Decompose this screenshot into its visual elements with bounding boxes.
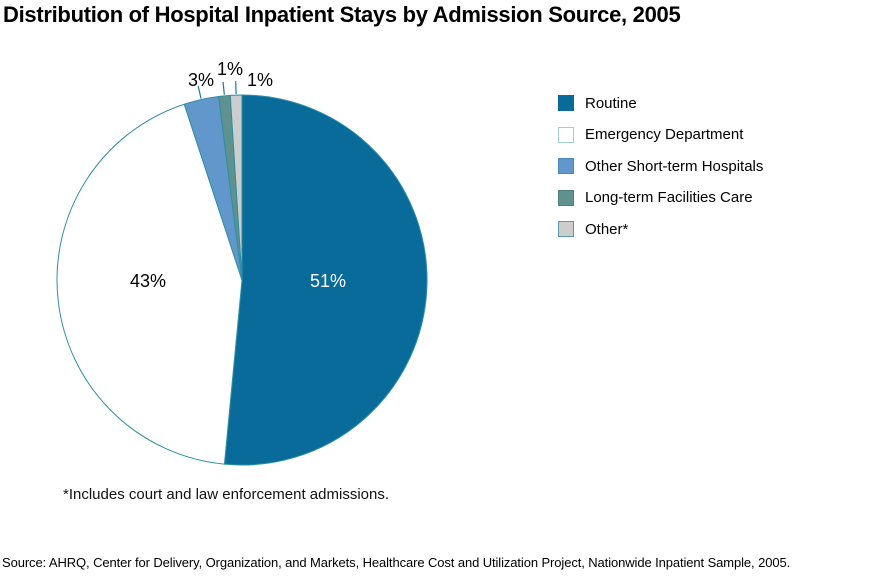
legend-swatch bbox=[558, 189, 574, 206]
slice-label-other: 1% bbox=[247, 70, 273, 90]
leader-line-other-short-term-hospitals bbox=[197, 85, 202, 99]
legend-swatch bbox=[558, 126, 574, 143]
legend-swatch bbox=[558, 158, 574, 174]
legend-item-long-term-facilities-care: Long-term Facilities Care bbox=[558, 189, 763, 207]
pie-chart-svg: 51%43%3%1%1% bbox=[56, 59, 428, 466]
legend-label: Other Short-term Hospitals bbox=[585, 157, 764, 175]
pie-slice-emergency-department bbox=[56, 103, 243, 465]
legend-swatch bbox=[558, 221, 574, 237]
pie-slice-routine bbox=[223, 94, 428, 466]
slice-label-other-short-term-hospitals: 3% bbox=[188, 70, 214, 90]
legend-label: Other* bbox=[585, 220, 629, 238]
slice-label-routine: 51% bbox=[310, 271, 346, 291]
legend-item-other: Other* bbox=[558, 220, 763, 238]
source-citation: Source: AHRQ, Center for Delivery, Organ… bbox=[2, 555, 791, 570]
pie-slice-other bbox=[229, 94, 243, 281]
footnote: *Includes court and law enforcement admi… bbox=[63, 486, 390, 503]
legend-label: Routine bbox=[585, 94, 637, 112]
legend-label: Emergency Department bbox=[585, 126, 744, 143]
legend: Routine Emergency Department Other Short… bbox=[558, 94, 763, 252]
legend-item-emergency-department: Emergency Department bbox=[558, 126, 763, 144]
legend-item-routine: Routine bbox=[558, 94, 763, 112]
leader-line-long-term-facilities-care bbox=[222, 81, 225, 95]
chart-title: Distribution of Hospital Inpatient Stays… bbox=[3, 2, 681, 27]
slice-label-long-term-facilities-care: 1% bbox=[217, 59, 243, 79]
legend-label: Long-term Facilities Care bbox=[585, 189, 753, 206]
legend-swatch bbox=[558, 95, 574, 111]
slice-label-emergency-department: 43% bbox=[130, 271, 166, 291]
legend-item-other-short-term-hospitals: Other Short-term Hospitals bbox=[558, 157, 763, 175]
